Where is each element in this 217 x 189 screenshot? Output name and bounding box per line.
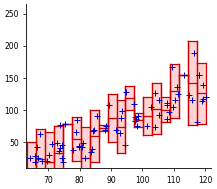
Point — [118, 131, 122, 134]
Point — [50, 184, 53, 187]
Point — [175, 86, 179, 89]
Point — [41, 160, 44, 163]
Point — [165, 101, 169, 104]
Point — [190, 99, 193, 102]
Point — [38, 174, 42, 177]
Point — [166, 104, 169, 107]
Point — [115, 129, 118, 132]
Point — [93, 129, 96, 132]
Point — [47, 154, 50, 157]
Point — [56, 142, 59, 145]
Point — [158, 114, 161, 117]
Point — [201, 83, 204, 86]
Point — [145, 125, 149, 128]
Point — [50, 143, 54, 146]
Point — [119, 116, 123, 119]
Point — [197, 73, 201, 76]
Point — [153, 125, 157, 128]
Point — [108, 104, 111, 107]
Point — [204, 95, 208, 98]
Point — [53, 169, 56, 172]
Point — [196, 121, 199, 124]
Point — [124, 90, 128, 93]
Point — [80, 146, 84, 149]
Point — [153, 92, 157, 95]
Point — [58, 124, 61, 127]
Point — [28, 156, 32, 159]
Point — [165, 118, 168, 121]
Point — [91, 129, 95, 132]
Point — [103, 128, 107, 131]
Point — [63, 122, 67, 125]
Point — [33, 155, 36, 158]
Point — [77, 146, 81, 149]
Point — [176, 92, 179, 95]
Point — [192, 52, 196, 55]
Point — [81, 142, 85, 145]
Point — [58, 146, 62, 149]
Point — [72, 149, 75, 152]
Point — [58, 150, 61, 153]
Point — [84, 157, 87, 160]
Point — [35, 146, 39, 149]
Point — [136, 114, 139, 117]
Point — [61, 156, 64, 159]
Point — [182, 74, 186, 77]
Point — [31, 184, 34, 187]
Point — [53, 170, 56, 174]
Point — [26, 188, 29, 189]
Point — [46, 160, 49, 163]
Point — [78, 144, 81, 147]
Point — [132, 102, 136, 105]
Point — [80, 182, 83, 185]
Point — [187, 94, 191, 97]
Point — [120, 109, 123, 112]
Point — [201, 98, 204, 101]
Point — [123, 143, 127, 146]
Point — [133, 120, 137, 123]
Point — [61, 161, 64, 164]
Point — [149, 105, 153, 108]
Point — [36, 157, 40, 160]
Point — [105, 125, 108, 128]
Point — [76, 119, 79, 122]
Point — [171, 65, 174, 68]
Point — [95, 115, 99, 118]
Point — [74, 130, 77, 133]
Point — [133, 116, 137, 119]
Point — [135, 124, 139, 127]
Point — [157, 99, 161, 102]
Point — [200, 99, 204, 102]
Point — [173, 98, 176, 101]
Point — [33, 160, 36, 163]
Point — [134, 118, 137, 121]
Point — [197, 74, 201, 77]
Point — [167, 110, 171, 113]
Point — [172, 105, 175, 108]
Point — [42, 179, 46, 182]
Point — [90, 148, 93, 151]
Point — [60, 143, 64, 146]
Point — [38, 133, 41, 136]
Point — [89, 150, 93, 153]
